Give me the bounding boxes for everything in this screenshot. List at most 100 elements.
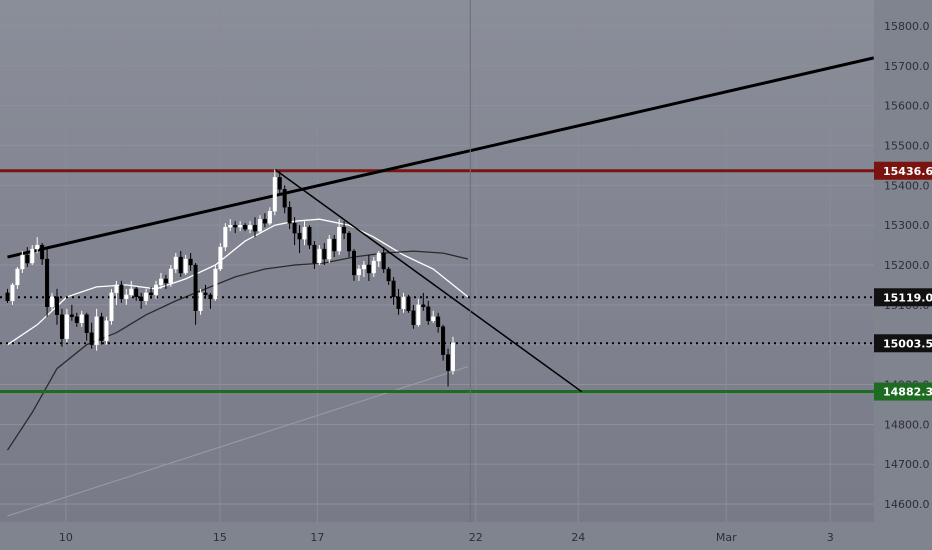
candle-body [5,292,10,302]
candle-body [119,284,124,300]
candle-body [15,268,20,286]
time-tick-label: 3 [827,531,834,544]
price-tick-label: 15500.0 [884,140,930,153]
candle-body [203,292,208,296]
candle-body [144,292,149,302]
candle-body [431,316,436,321]
candle-body [84,314,89,333]
candle-body [243,224,248,230]
candle-body [109,292,114,321]
price-tag-label: 15003.5 [883,337,932,350]
candle-body [252,224,257,232]
price-tick-label: 15300.0 [884,219,930,232]
candle-body [10,284,15,302]
candle-body [337,226,342,252]
candle-body [302,226,307,240]
candle-body [317,248,322,264]
price-tick-label: 15200.0 [884,259,930,272]
candle-body [168,268,173,284]
candle-body [267,211,272,224]
price-tick-label: 15800.0 [884,20,930,33]
candle-body [238,224,243,228]
candle-body [55,296,60,315]
candle-body [114,284,119,294]
candle-body [129,288,134,296]
candle-body [297,232,302,240]
trendlines-layer [7,0,875,522]
candle-body [441,326,446,355]
candle-body [223,226,228,248]
candle-body [188,258,193,266]
candle-body [396,296,401,310]
candle-body [411,310,416,325]
candle-body [332,238,337,252]
candle-body [347,232,352,252]
candle-body [228,224,233,228]
candles-layer [5,169,456,387]
time-tick-label: 24 [571,531,585,544]
candle-body [386,268,391,282]
candle-body [178,256,183,274]
price-tag-label: 14882.3 [883,386,932,399]
candle-body [218,246,223,270]
candle-body [307,226,312,246]
candle-body [149,292,154,296]
price-tick-label: 15700.0 [884,60,930,73]
price-tag-level-mid [874,288,932,307]
candle-body [89,332,94,345]
candle-body [74,316,79,323]
candle-body [312,244,317,264]
candle-body [371,260,376,274]
candle-body [376,252,381,262]
candle-body [79,314,84,323]
candle-body [361,264,366,270]
price-tick-label: 15400.0 [884,179,930,192]
candle-body [391,280,396,298]
price-tick-label: 14800.0 [884,418,930,431]
candle-body [282,189,287,208]
axis-labels-layer: 14600.014700.014800.014900.015000.015100… [59,20,930,544]
candle-body [287,207,292,224]
candle-body [163,278,168,284]
candle-body [366,264,371,274]
candle-body [198,292,203,312]
price-tag-label: 15436.6 [883,165,932,178]
candle-body [20,254,25,270]
price-tag-current [874,334,932,353]
time-tick-label: 15 [213,531,227,544]
price-axis-background [874,0,932,550]
candle-body [193,264,198,312]
candle-body [99,316,104,341]
candle-body [45,258,50,308]
price-tick-label: 15600.0 [884,100,930,113]
price-tag-label: 15119.0 [883,291,932,304]
candle-body [30,248,35,264]
candle-body [139,296,144,302]
candle-body [356,268,361,276]
moving-average-fast [7,218,469,346]
time-tick-label: Mar [716,531,737,544]
price-tick-label: 14700.0 [884,458,930,471]
candle-body [421,304,426,308]
candle-body [40,244,45,260]
candle-body [25,254,30,264]
candle-body [173,256,178,270]
candle-body [426,306,431,321]
price-tags-layer: 15436.6 15119.0 15003.5 14882.3 [874,161,932,401]
grid-layer [0,0,874,522]
trendline-falling-trend [274,168,583,393]
trendline-rising-resistance [7,56,875,259]
candle-body [153,284,158,296]
candle-body [272,177,277,212]
time-tick-label: 17 [310,531,324,544]
candle-body [233,224,238,228]
time-axis-background [0,522,874,550]
candle-body [35,244,40,250]
candle-body [451,342,456,371]
moving-average-layer [6,218,469,517]
candle-body [406,296,411,312]
candle-body [134,288,139,298]
moving-average-slow [6,250,469,451]
